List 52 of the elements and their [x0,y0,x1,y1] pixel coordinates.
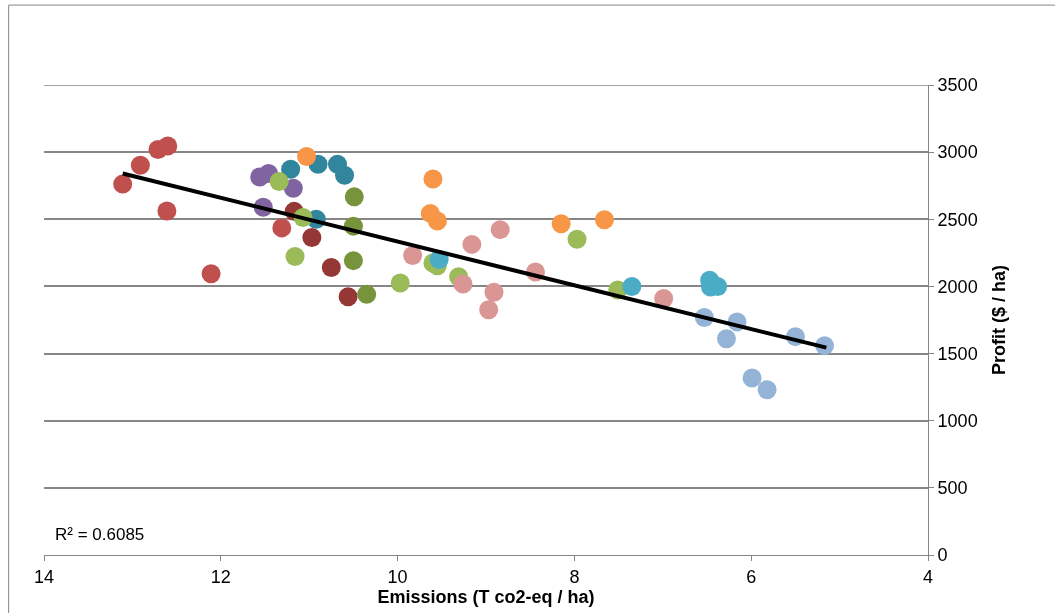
point [594,210,614,230]
point [272,218,292,238]
point [622,276,642,296]
point [302,228,322,248]
x-tick-label: 12 [210,566,231,587]
y-tick-label: 1500 [937,343,978,364]
y-axis-title: Profit ($ / ha) [988,264,1009,376]
y-tick-label: 2500 [937,209,978,230]
point [654,289,674,308]
y-tick-label: 3000 [937,142,978,163]
x-tick-label: 14 [33,566,55,587]
point [338,287,358,307]
point [297,147,317,167]
y-tick-label: 500 [937,478,968,499]
annotation: R² = 0.6085 [55,525,145,544]
y-tick-label: 2000 [937,276,978,297]
y-tick-label: 0 [937,545,948,566]
point [462,234,482,254]
point [757,380,777,400]
x-tick-label: 6 [746,566,757,587]
point [484,282,504,302]
point [716,329,736,349]
point [344,187,364,207]
point [551,214,571,234]
point [269,171,289,191]
point [335,165,355,185]
x-axis-title: Emissions (T co2-eq / ha) [377,586,595,607]
x-tick-label: 4 [922,566,934,587]
point [158,136,178,156]
point [423,169,443,189]
point [357,284,377,304]
point [113,174,133,194]
point [453,274,473,294]
point [427,211,447,231]
point [157,201,177,221]
point [343,251,363,271]
x-tick-label: 10 [387,566,408,587]
point [479,300,499,320]
point [130,155,150,175]
point [490,220,510,240]
point [321,257,341,277]
point [742,368,762,388]
point [201,264,221,284]
point [567,229,587,249]
point [403,245,423,265]
point [281,159,301,179]
point [390,273,410,293]
y-tick-label: 3500 [937,75,978,96]
point [285,246,305,266]
y-tick-label: 1000 [937,411,978,432]
x-tick-label: 8 [569,566,580,587]
point [283,178,303,198]
